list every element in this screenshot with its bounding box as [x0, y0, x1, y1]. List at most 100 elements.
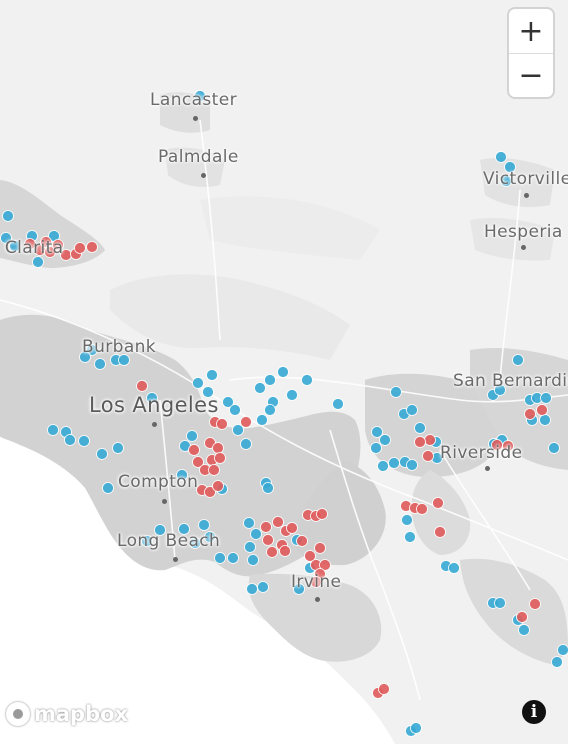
- red-data-point[interactable]: [272, 516, 284, 528]
- red-data-point[interactable]: [304, 550, 316, 562]
- red-data-point[interactable]: [424, 434, 436, 446]
- blue-data-point[interactable]: [214, 552, 226, 564]
- red-data-point[interactable]: [536, 404, 548, 416]
- blue-data-point[interactable]: [176, 469, 188, 481]
- blue-data-point[interactable]: [47, 424, 59, 436]
- red-data-point[interactable]: [316, 508, 328, 520]
- red-data-point[interactable]: [214, 452, 226, 464]
- red-data-point[interactable]: [524, 408, 536, 420]
- blue-data-point[interactable]: [250, 528, 262, 540]
- blue-data-point[interactable]: [262, 482, 274, 494]
- blue-data-point[interactable]: [254, 382, 266, 394]
- blue-data-point[interactable]: [388, 457, 400, 469]
- blue-data-point[interactable]: [192, 377, 204, 389]
- red-data-point[interactable]: [266, 546, 278, 558]
- blue-data-point[interactable]: [194, 90, 206, 102]
- zoom-in-button[interactable]: +: [509, 9, 553, 53]
- red-data-point[interactable]: [260, 521, 272, 533]
- red-data-point[interactable]: [216, 418, 228, 430]
- blue-data-point[interactable]: [406, 459, 418, 471]
- blue-data-point[interactable]: [548, 442, 560, 454]
- blue-data-point[interactable]: [102, 482, 114, 494]
- blue-data-point[interactable]: [494, 384, 506, 396]
- blue-data-point[interactable]: [243, 517, 255, 529]
- blue-data-point[interactable]: [512, 354, 524, 366]
- blue-data-point[interactable]: [401, 514, 413, 526]
- blue-data-point[interactable]: [2, 210, 14, 222]
- blue-data-point[interactable]: [9, 240, 21, 252]
- red-data-point[interactable]: [422, 450, 434, 462]
- blue-data-point[interactable]: [540, 392, 552, 404]
- blue-data-point[interactable]: [186, 430, 198, 442]
- red-data-point[interactable]: [296, 535, 308, 547]
- red-data-point[interactable]: [44, 246, 56, 258]
- blue-data-point[interactable]: [198, 519, 210, 531]
- red-data-point[interactable]: [212, 480, 224, 492]
- red-data-point[interactable]: [434, 526, 446, 538]
- red-data-point[interactable]: [192, 456, 204, 468]
- zoom-out-button[interactable]: −: [509, 53, 553, 97]
- info-icon[interactable]: i: [522, 700, 546, 724]
- blue-data-point[interactable]: [448, 562, 460, 574]
- red-data-point[interactable]: [86, 241, 98, 253]
- red-data-point[interactable]: [286, 522, 298, 534]
- red-data-point[interactable]: [378, 683, 390, 695]
- red-data-point[interactable]: [319, 559, 331, 571]
- blue-data-point[interactable]: [371, 426, 383, 438]
- red-data-point[interactable]: [188, 444, 200, 456]
- blue-data-point[interactable]: [202, 386, 214, 398]
- blue-data-point[interactable]: [404, 531, 416, 543]
- blue-data-point[interactable]: [551, 656, 563, 668]
- blue-data-point[interactable]: [500, 175, 512, 187]
- blue-data-point[interactable]: [204, 531, 216, 543]
- blue-data-point[interactable]: [244, 541, 256, 553]
- red-data-point[interactable]: [416, 503, 428, 515]
- blue-data-point[interactable]: [94, 358, 106, 370]
- red-data-point[interactable]: [314, 542, 326, 554]
- blue-data-point[interactable]: [379, 434, 391, 446]
- blue-data-point[interactable]: [96, 448, 108, 460]
- red-data-point[interactable]: [24, 238, 36, 250]
- blue-data-point[interactable]: [232, 424, 244, 436]
- red-data-point[interactable]: [136, 380, 148, 392]
- red-data-point[interactable]: [262, 534, 274, 546]
- red-data-point[interactable]: [208, 464, 220, 476]
- blue-data-point[interactable]: [301, 374, 313, 386]
- blue-data-point[interactable]: [293, 583, 305, 595]
- blue-data-point[interactable]: [112, 442, 124, 454]
- red-data-point[interactable]: [40, 236, 52, 248]
- red-data-point[interactable]: [52, 239, 64, 251]
- blue-data-point[interactable]: [79, 351, 91, 363]
- mapbox-logo[interactable]: mapbox: [6, 702, 128, 726]
- blue-data-point[interactable]: [390, 386, 402, 398]
- blue-data-point[interactable]: [264, 404, 276, 416]
- blue-data-point[interactable]: [539, 414, 551, 426]
- blue-data-point[interactable]: [246, 583, 258, 595]
- blue-data-point[interactable]: [332, 398, 344, 410]
- blue-data-point[interactable]: [377, 460, 389, 472]
- blue-data-point[interactable]: [504, 161, 516, 173]
- blue-data-point[interactable]: [277, 366, 289, 378]
- blue-data-point[interactable]: [247, 554, 259, 566]
- red-data-point[interactable]: [240, 416, 252, 428]
- blue-data-point[interactable]: [406, 404, 418, 416]
- red-data-point[interactable]: [414, 436, 426, 448]
- blue-data-point[interactable]: [240, 438, 252, 450]
- red-data-point[interactable]: [310, 576, 322, 588]
- blue-data-point[interactable]: [557, 644, 568, 656]
- red-data-point[interactable]: [516, 611, 528, 623]
- blue-data-point[interactable]: [86, 344, 98, 356]
- blue-data-point[interactable]: [146, 392, 158, 404]
- blue-data-point[interactable]: [189, 537, 201, 549]
- blue-data-point[interactable]: [286, 389, 298, 401]
- blue-data-point[interactable]: [227, 552, 239, 564]
- blue-data-point[interactable]: [78, 435, 90, 447]
- blue-data-point[interactable]: [495, 151, 507, 163]
- red-data-point[interactable]: [212, 442, 224, 454]
- blue-data-point[interactable]: [178, 523, 190, 535]
- blue-data-point[interactable]: [518, 624, 530, 636]
- blue-data-point[interactable]: [494, 597, 506, 609]
- blue-data-point[interactable]: [206, 369, 218, 381]
